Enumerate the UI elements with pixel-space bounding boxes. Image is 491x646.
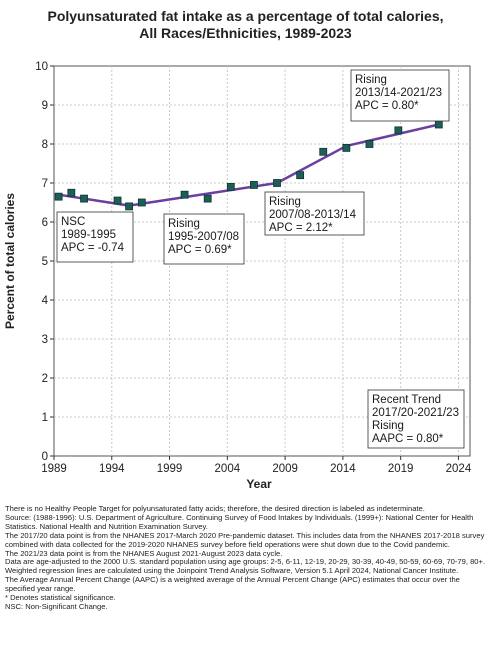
y-tick-label: 0 [42, 451, 48, 463]
footnote: * Denotes statistical significance. [5, 593, 116, 603]
footnote: Weighted regression lines are calculated… [5, 566, 459, 576]
x-tick-label: 1994 [99, 463, 125, 475]
chart-title-line-1: Polyunsaturated fat intake as a percenta… [47, 8, 444, 24]
data-point-marker [67, 188, 76, 197]
annotation-text: Rising [355, 74, 387, 86]
annotation-text: Rising [372, 420, 404, 432]
x-tick-label: 2024 [446, 463, 472, 475]
annotation-text: 1995-2007/08 [168, 231, 239, 243]
y-tick-label: 7 [42, 178, 48, 190]
chart-svg: 0 1 2 3 4 5 6 7 8 9 10 1989 1994 1999 2004 2009 2014 2019… [3, 61, 472, 491]
footnote: Source: (1988-1996): U.S. Department of … [5, 512, 474, 531]
x-tick-label: 1999 [157, 463, 183, 475]
data-point-marker [54, 192, 63, 201]
annotation-text: Recent Trend [372, 394, 441, 406]
annotation-text: 2007/08-2013/14 [269, 209, 357, 221]
chart-title-line-2: All Races/Ethnicities, 1989-2023 [139, 25, 352, 41]
trend-segment [345, 123, 441, 148]
data-point-marker [226, 182, 235, 191]
data-point-marker [80, 194, 88, 203]
y-tick-label: 10 [35, 61, 48, 73]
y-tick-label: 9 [42, 100, 48, 112]
footnote: There is no Healthy People Target for po… [5, 504, 425, 513]
annotation-box [367, 389, 465, 449]
data-point-marker [250, 181, 258, 189]
y-tick-label: 1 [42, 412, 48, 424]
y-tick-label: 2 [42, 373, 48, 385]
annotation-box [163, 213, 245, 265]
y-axis-title: Percent of total calories [3, 193, 17, 329]
data-point-marker [365, 140, 374, 148]
annotation-text: APC = 0.80* [355, 100, 419, 112]
x-tick-label: 1989 [41, 463, 67, 475]
annotation-box [264, 191, 365, 236]
footnotes: There is no Healthy People Target for po… [5, 504, 487, 612]
y-tick-label: 6 [42, 217, 48, 229]
footnote: The 2021/23 data point is from the NHANE… [5, 548, 283, 558]
annotation-text: NSC [61, 216, 85, 228]
data-point-marker [180, 190, 189, 199]
footnote: The Average Annual Percent Change (AAPC)… [5, 575, 460, 594]
data-point-marker [125, 202, 134, 211]
x-tick-label: 2014 [330, 463, 356, 475]
footnote: NSC: Non-Significant Change. [5, 601, 108, 611]
annotation-text: Rising [168, 218, 200, 230]
x-tick-label: 2004 [215, 463, 241, 475]
annotation-text: APC = -0.74 [61, 242, 125, 254]
annotation-text: 2013/14-2021/23 [355, 87, 442, 99]
data-point-marker [296, 171, 305, 180]
trend-segment [275, 144, 348, 185]
data-point-marker [137, 198, 146, 207]
footnote: Data are age-adjusted to the 2000 U.S. s… [5, 557, 486, 567]
chart-title: Polyunsaturated fat intake as a percenta… [0, 8, 491, 42]
annotation-text: APC = 2.12* [269, 222, 333, 234]
data-point-marker [203, 194, 212, 203]
data-point-marker [113, 196, 122, 205]
annotation-text: Rising [269, 196, 301, 208]
x-tick-label: 2019 [388, 463, 414, 475]
data-point-marker [434, 120, 443, 129]
annotation-box [350, 69, 450, 122]
y-tick-label: 3 [42, 334, 48, 346]
data-point-marker [319, 147, 328, 156]
x-tick-label: 2009 [272, 463, 298, 475]
data-point-marker [394, 126, 403, 135]
annotation-text: 1989-1995 [61, 229, 116, 241]
annotation-text: 2017/20-2021/23 [372, 407, 459, 419]
y-tick-label: 8 [42, 139, 48, 151]
y-tick-label: 4 [42, 295, 49, 307]
annotation-box [56, 211, 134, 263]
data-point-marker [273, 179, 281, 187]
annotation-text: APC = 0.69* [168, 244, 232, 256]
annotation-text: AAPC = 0.80* [372, 433, 444, 445]
y-tick-label: 5 [42, 256, 48, 268]
data-point-marker [342, 143, 351, 152]
footnote: The 2017/20 data point is from the NHANE… [5, 530, 485, 549]
x-axis-title: Year [246, 477, 272, 491]
